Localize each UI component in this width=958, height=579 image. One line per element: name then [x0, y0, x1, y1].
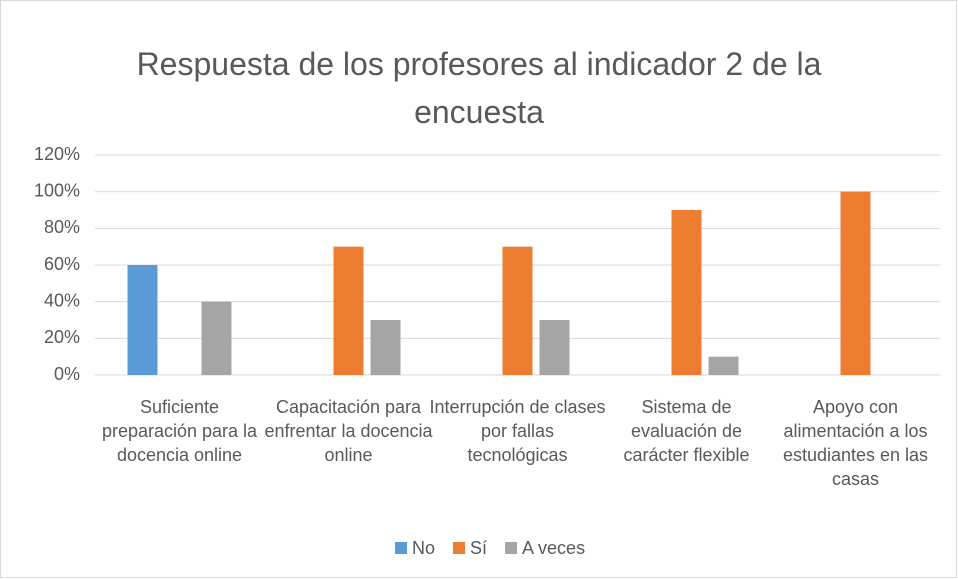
y-tick-label: 80%: [44, 217, 80, 237]
bar: [127, 265, 158, 375]
bar: [502, 246, 533, 375]
chart-title: Respuesta de los profesores al indicador…: [136, 46, 822, 130]
y-tick-label: 0%: [54, 364, 80, 384]
legend-label: A veces: [522, 538, 585, 558]
y-tick-label: 20%: [44, 327, 80, 347]
y-tick-label: 40%: [44, 290, 80, 310]
legend-label: No: [412, 538, 435, 558]
x-tick-label: Apoyo con alimentación a los estudiantes…: [782, 397, 929, 489]
bar: [539, 320, 570, 375]
x-tick-label: Interrupción de clases por fallas tecnol…: [429, 397, 606, 465]
bar: [671, 210, 702, 375]
legend-swatch: [395, 542, 407, 554]
y-tick-label: 120%: [34, 144, 80, 164]
legend-label: Sí: [470, 538, 487, 558]
bar: [840, 191, 871, 375]
legend-swatch: [505, 542, 518, 554]
bar: [370, 320, 401, 375]
legend-swatch: [453, 542, 466, 554]
y-tick-label: 60%: [44, 254, 80, 274]
bar: [708, 356, 739, 375]
bar: [333, 246, 364, 375]
x-tick-label: Suficiente preparación para la docencia …: [101, 397, 258, 465]
bar: [201, 301, 232, 375]
x-tick-label: Capacitación para enfrentar la docencia …: [264, 397, 433, 465]
y-tick-label: 100%: [34, 180, 80, 200]
x-tick-label: Sistema de evaluación de carácter flexib…: [623, 397, 750, 465]
